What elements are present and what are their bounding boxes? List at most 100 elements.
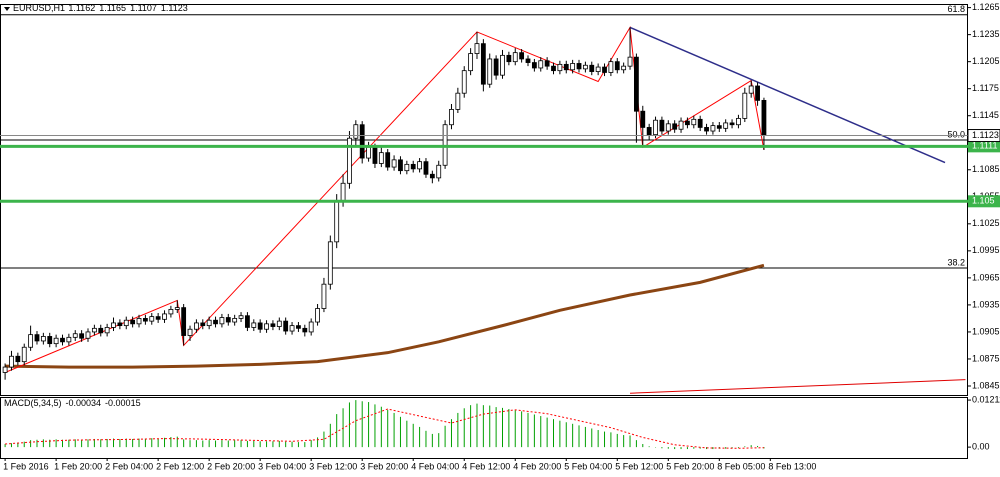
candle-body: [117, 322, 123, 327]
y-tick-label: 1.0995: [972, 245, 1000, 255]
candle-body: [257, 322, 263, 330]
current-price-label: 1.1123: [972, 130, 999, 140]
candle-body: [429, 173, 435, 179]
y-tick-label: 1.0965: [972, 272, 1000, 282]
candle-body: [270, 323, 276, 327]
macd-y-tick-label: 0.00: [972, 441, 990, 451]
trend-line: [630, 379, 966, 394]
candle-body: [480, 43, 486, 85]
candle-body: [366, 146, 371, 159]
candle-body: [353, 124, 359, 139]
candle-body: [213, 319, 218, 325]
candle-body: [40, 336, 46, 342]
fib-level-label: 50.0: [947, 129, 965, 139]
candle-body: [614, 61, 620, 71]
y-tick-label: 1.0935: [972, 299, 1000, 309]
candle-body: [98, 327, 104, 334]
candle-body: [378, 152, 384, 164]
candle-body: [723, 122, 729, 129]
x-tick-label: 8 Feb 13:00: [768, 461, 816, 471]
candle-body: [755, 85, 760, 101]
candle-body: [551, 65, 556, 72]
candle-body: [85, 331, 91, 339]
price-label: 1.1111: [972, 141, 998, 151]
current-price-box: [967, 129, 1000, 143]
candle-body: [9, 355, 14, 368]
candle-body: [621, 65, 627, 71]
candle-body: [276, 320, 282, 327]
candle-body: [589, 64, 595, 72]
candle-body: [538, 60, 544, 69]
candle-body: [283, 320, 289, 332]
candle-body: [53, 337, 59, 345]
x-tick-label: 4 Feb 12:00: [462, 461, 510, 471]
price-label-box: [968, 195, 1000, 208]
candle-body: [468, 53, 474, 72]
candle-body: [423, 161, 429, 175]
candle-body: [500, 54, 505, 76]
high-value: 1.1165: [99, 3, 126, 13]
signal-value: -0.00015: [105, 398, 141, 408]
candle-body: [340, 182, 346, 202]
candle-body: [372, 146, 378, 164]
candle-body: [2, 366, 8, 373]
y-tick-label: 1.1175: [972, 83, 999, 93]
candle-body: [47, 336, 53, 345]
macd-signal: [5, 408, 764, 449]
x-tick-label: 4 Feb 20:00: [513, 461, 561, 471]
candle-body: [557, 63, 563, 72]
candle-body: [232, 318, 238, 323]
x-tick-label: 3 Feb 12:00: [309, 461, 357, 471]
candle-body: [665, 123, 671, 132]
candle-body: [710, 125, 716, 132]
candle-body: [461, 70, 467, 94]
candle-body: [678, 120, 684, 130]
candle-body: [206, 319, 212, 327]
y-tick-label: 1.1085: [972, 164, 1000, 174]
candle-body: [449, 109, 454, 126]
candle-body: [200, 322, 206, 327]
candle-body: [672, 123, 678, 130]
candle-body: [91, 327, 97, 333]
price-label-box: [968, 140, 1000, 153]
trend-line: [629, 26, 946, 164]
x-tick-label: 5 Feb 04:00: [564, 461, 612, 471]
candle-body: [225, 317, 231, 323]
candle-body: [595, 66, 601, 72]
candle-body: [646, 127, 652, 136]
open-value: 1.1162: [68, 3, 95, 13]
candle-body: [729, 122, 735, 126]
y-tick-label: 1.0875: [972, 353, 1000, 363]
candle-body: [162, 313, 167, 320]
symbol: EURUSD,H1: [13, 3, 65, 13]
candle-body: [21, 346, 27, 363]
chart-title: EURUSD,H1 1.1162 1.1165 1.1107 1.1123: [13, 3, 188, 13]
candle-body: [640, 110, 646, 128]
candle-body: [602, 66, 607, 73]
candle-body: [398, 159, 403, 172]
fib-level-label: 38.2: [947, 257, 965, 267]
candle-body: [634, 56, 639, 112]
candle-body: [570, 63, 576, 71]
candle-body: [436, 164, 442, 179]
candle-body: [308, 321, 314, 333]
candle-body: [659, 119, 665, 132]
macd-title: MACD(5,34,5) -0.00034 -0.00015: [4, 398, 141, 408]
candle-body: [417, 161, 422, 170]
macd-value: -0.00034: [66, 398, 102, 408]
candle-body: [608, 61, 614, 73]
candle-body: [493, 58, 499, 76]
candle-body: [181, 307, 187, 336]
low-value: 1.1107: [130, 3, 157, 13]
candle-body: [251, 322, 257, 328]
candle-body: [79, 333, 85, 339]
candle-body: [391, 159, 397, 168]
x-tick-label: 3 Feb 04:00: [258, 461, 306, 471]
x-tick-label: 5 Feb 20:00: [666, 461, 714, 471]
candle-body: [531, 62, 537, 69]
candle-body: [742, 92, 748, 119]
macd-pane: [0, 397, 968, 459]
candle-body: [748, 85, 754, 94]
y-tick-label: 1.1025: [972, 218, 1000, 228]
candle-body: [697, 118, 703, 128]
